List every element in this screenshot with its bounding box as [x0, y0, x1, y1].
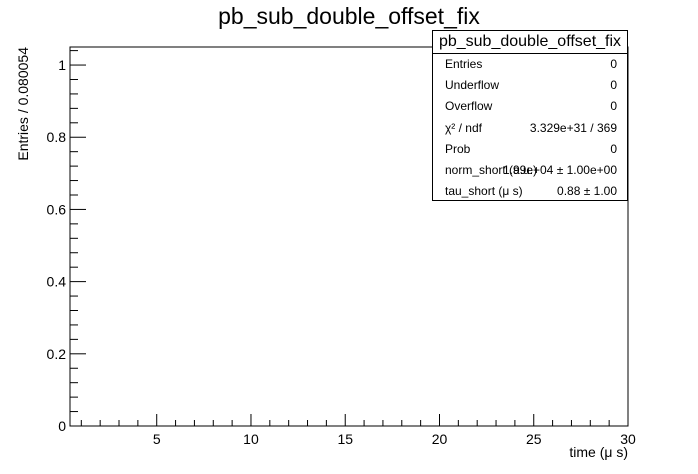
stats-value: 1.99e+04 ± 1.00e+00 [502, 162, 617, 177]
stats-label: Entries [445, 57, 483, 71]
stats-label: χ² / ndf [445, 120, 482, 135]
stats-label: Underflow [445, 78, 500, 93]
x-tick-label: 10 [243, 431, 259, 447]
stats-value: 0 [610, 141, 617, 156]
y-tick-label: 0.4 [47, 274, 67, 290]
stats-row-prob: Prob 0 [433, 139, 627, 160]
stats-row-underflow: Underflow 0 [433, 75, 627, 96]
stats-value: 0 [610, 57, 617, 71]
x-tick-label: 5 [153, 431, 161, 447]
stats-value: 0 [610, 78, 617, 93]
x-tick-label: 30 [620, 431, 636, 447]
x-axis-label: time (μ s) [569, 444, 628, 460]
stats-label: norm_short (a.u.) [445, 162, 538, 177]
stats-row-norm-short: norm_short (a.u.) 1.99e+04 ± 1.00e+00 [433, 160, 627, 181]
stats-value: 3.329e+31 / 369 [529, 120, 617, 135]
chart-title: pb_sub_double_offset_fix [218, 3, 480, 29]
stats-label: Prob [445, 141, 471, 156]
x-tick-label: 15 [337, 431, 353, 447]
y-tick-label: 0 [58, 418, 66, 434]
x-axis: 5 10 15 20 25 30 [80, 414, 636, 447]
y-tick-label: 1 [58, 57, 66, 73]
x-tick-label: 20 [432, 431, 448, 447]
plot-frame [69, 46, 629, 427]
y-axis-label: Entries / 0.080054 [15, 47, 31, 161]
stats-row-entries: Entries 0 [433, 54, 627, 75]
y-tick-label: 0.6 [47, 201, 67, 217]
stats-row-chi2: χ² / ndf 3.329e+31 / 369 [433, 118, 627, 139]
stats-value: 0 [610, 99, 617, 114]
stats-box: pb_sub_double_offset_fix Entries 0 Under… [432, 30, 628, 201]
stats-value: 0.88 ± 1.00 [557, 184, 617, 199]
y-axis: 0 0.2 0.4 0.6 0.8 1 [47, 50, 86, 434]
y-tick-label: 0.2 [47, 346, 67, 362]
x-tick-label: 25 [526, 431, 542, 447]
stats-label: tau_short (μ s) [445, 184, 523, 199]
stats-label: Overflow [445, 99, 493, 114]
stats-row-tau-short: tau_short (μ s) 0.88 ± 1.00 [433, 181, 627, 202]
stats-title: pb_sub_double_offset_fix [433, 31, 627, 54]
y-tick-label: 0.8 [47, 129, 67, 145]
stats-row-overflow: Overflow 0 [433, 96, 627, 117]
